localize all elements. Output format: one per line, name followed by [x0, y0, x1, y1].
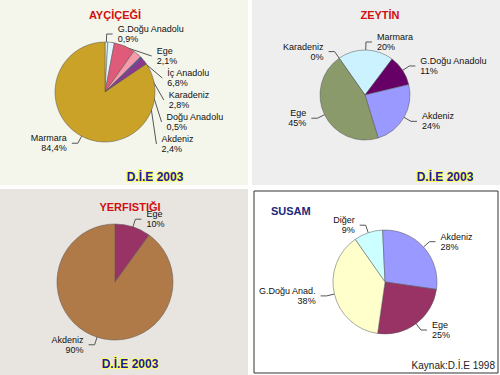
svg-text:Karadeniz: Karadeniz: [283, 42, 324, 52]
svg-text:G.Doğu Anadolu: G.Doğu Anadolu: [420, 56, 486, 66]
svg-text:Ege: Ege: [432, 320, 448, 330]
svg-text:SUSAM: SUSAM: [271, 205, 311, 217]
svg-text:Akdeniz: Akdeniz: [52, 335, 85, 345]
svg-text:Karadeniz: Karadeniz: [169, 90, 210, 100]
svg-text:Ege: Ege: [290, 108, 306, 118]
svg-text:YERFISTIĞI: YERFISTIĞI: [99, 201, 160, 213]
svg-text:10%: 10%: [146, 219, 164, 229]
svg-text:D.İ.E 2003: D.İ.E 2003: [102, 356, 159, 371]
svg-text:25%: 25%: [432, 330, 450, 340]
svg-text:11%: 11%: [420, 66, 437, 76]
svg-text:D.İ.E 2003: D.İ.E 2003: [417, 169, 474, 184]
svg-text:İç Anadolu: İç Anadolu: [167, 68, 209, 78]
svg-text:0%: 0%: [311, 52, 324, 62]
svg-text:9%: 9%: [342, 225, 355, 235]
svg-text:0,5%: 0,5%: [167, 122, 188, 132]
svg-text:84,4%: 84,4%: [41, 143, 67, 153]
svg-text:38%: 38%: [298, 296, 316, 306]
svg-text:Ege: Ege: [146, 209, 163, 220]
svg-text:90%: 90%: [66, 345, 84, 355]
svg-text:28%: 28%: [440, 242, 458, 252]
svg-text:24%: 24%: [422, 121, 440, 131]
svg-text:2,1%: 2,1%: [157, 56, 178, 66]
svg-text:Doğu Anadolu: Doğu Anadolu: [167, 112, 224, 122]
svg-text:Akdeniz: Akdeniz: [422, 111, 455, 121]
svg-text:Kaynak:D.İ.E 1998: Kaynak:D.İ.E 1998: [412, 359, 496, 371]
svg-text:Marmara: Marmara: [31, 133, 67, 143]
svg-text:2,8%: 2,8%: [169, 100, 190, 110]
svg-text:Akdeniz: Akdeniz: [161, 134, 194, 144]
svg-text:Ege: Ege: [157, 46, 173, 56]
svg-text:2,4%: 2,4%: [161, 144, 182, 154]
svg-text:Marmara: Marmara: [377, 32, 413, 42]
svg-text:G.Doğu Anad.: G.Doğu Anad.: [259, 286, 316, 296]
svg-text:20%: 20%: [377, 42, 395, 52]
svg-text:G.Doğu Anadolu: G.Doğu Anadolu: [118, 24, 184, 34]
svg-text:ZEYTİN: ZEYTİN: [360, 9, 399, 21]
svg-text:AYÇİÇEĞİ: AYÇİÇEĞİ: [89, 9, 141, 21]
svg-text:Akdeniz: Akdeniz: [440, 232, 473, 242]
svg-text:6,8%: 6,8%: [167, 78, 188, 88]
svg-text:45%: 45%: [288, 118, 306, 128]
svg-text:D.İ.E 2003: D.İ.E 2003: [127, 169, 184, 184]
svg-text:Diğer: Diğer: [333, 215, 355, 225]
svg-text:0,9%: 0,9%: [118, 34, 139, 44]
